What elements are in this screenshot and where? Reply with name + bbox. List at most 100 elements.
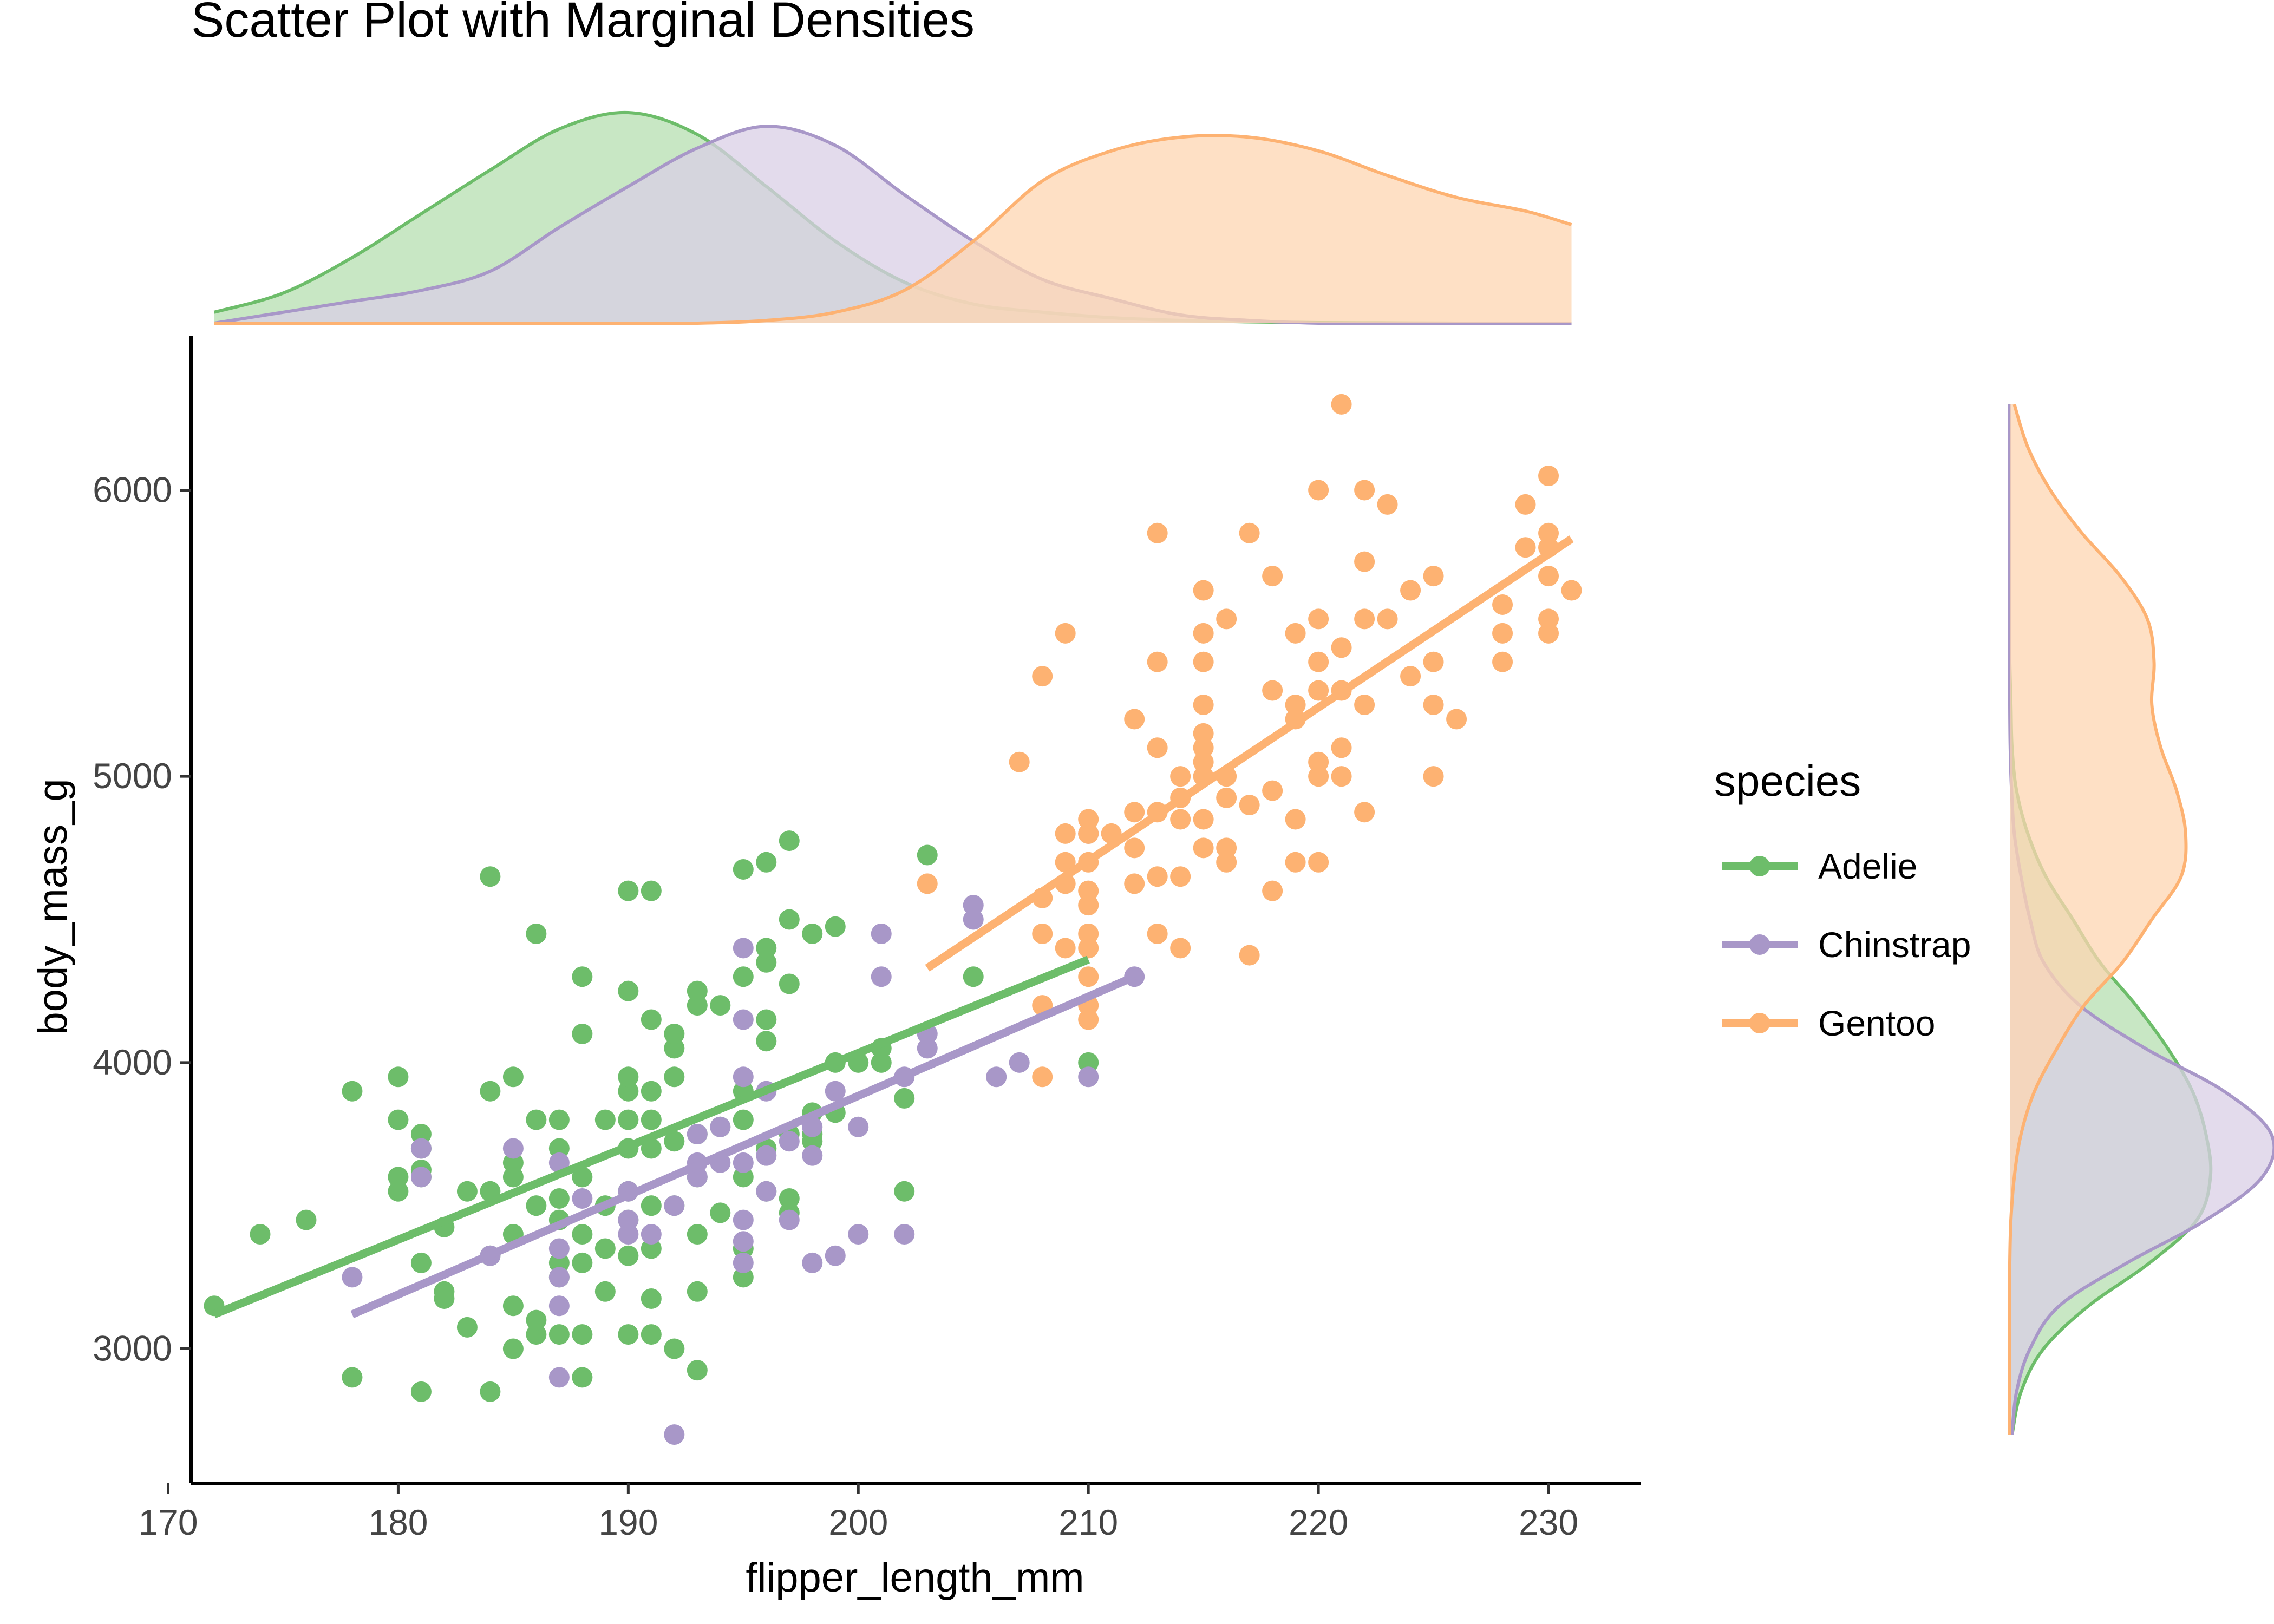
y-axis-ticks: 3000 4000 5000 6000 — [93, 469, 191, 1368]
data-point — [733, 1066, 754, 1088]
data-point — [618, 980, 639, 1001]
data-point — [871, 966, 892, 987]
legend-item-adelie: Adelie — [1722, 846, 1917, 886]
data-point — [1147, 522, 1168, 543]
data-point — [1538, 466, 1559, 487]
data-point — [664, 1038, 685, 1059]
x-tick-label: 200 — [828, 1502, 888, 1542]
data-point — [664, 1066, 685, 1088]
data-point — [802, 1145, 823, 1166]
data-point — [526, 1195, 547, 1216]
data-point — [618, 1081, 639, 1102]
y-tick-label: 5000 — [93, 756, 172, 796]
data-point — [456, 1317, 478, 1338]
data-point — [548, 1188, 570, 1209]
data-point — [687, 1360, 708, 1381]
data-point — [733, 1009, 754, 1030]
data-point — [917, 844, 938, 866]
regression-line-gentoo — [925, 535, 1574, 972]
series-chinstrap-points — [342, 823, 1145, 1445]
legend: species Adelie Chinstrap Gentoo — [1714, 757, 1971, 1043]
data-point — [1009, 751, 1030, 772]
data-point — [548, 1138, 570, 1159]
data-point — [687, 995, 708, 1016]
data-point — [779, 1209, 800, 1230]
data-point — [1193, 737, 1214, 758]
data-point — [848, 1224, 869, 1245]
series-gentoo-points — [917, 394, 1582, 1088]
data-point — [1423, 651, 1444, 672]
data-point — [733, 1152, 754, 1173]
data-point — [1216, 608, 1237, 630]
data-point — [641, 1288, 662, 1309]
data-point — [1124, 802, 1145, 823]
data-point — [1262, 566, 1283, 587]
data-point — [1262, 680, 1283, 701]
data-point — [756, 938, 777, 959]
top-density-fill-gentoo — [214, 135, 1572, 324]
data-point — [779, 973, 800, 994]
data-point — [1032, 666, 1053, 687]
data-point — [594, 1238, 616, 1259]
data-point — [480, 1081, 501, 1102]
data-point — [1216, 787, 1237, 808]
data-point — [388, 1181, 409, 1202]
data-point — [480, 1381, 501, 1402]
top-density-fill-chinstrap — [214, 126, 1572, 324]
data-point — [1216, 852, 1237, 873]
data-point — [1262, 780, 1283, 801]
data-point — [572, 1188, 593, 1209]
data-point — [1239, 945, 1260, 966]
data-point — [502, 1167, 524, 1188]
legend-label: Chinstrap — [1818, 925, 1971, 965]
data-point — [825, 1081, 846, 1102]
data-point — [618, 1324, 639, 1345]
data-point — [733, 1167, 754, 1188]
x-tick-label: 180 — [368, 1502, 428, 1542]
data-point — [526, 1309, 547, 1331]
data-point — [963, 909, 984, 930]
data-point — [526, 923, 547, 944]
data-point — [1354, 608, 1375, 630]
data-point — [502, 1152, 524, 1173]
data-point — [802, 1252, 823, 1273]
data-point — [986, 1066, 1007, 1088]
data-point — [526, 1324, 547, 1345]
data-point — [250, 1224, 271, 1245]
data-point — [1285, 852, 1306, 873]
data-point — [296, 1209, 317, 1230]
data-point — [756, 1181, 777, 1202]
data-point — [1078, 1052, 1099, 1073]
data-point — [641, 880, 662, 901]
data-point — [1515, 494, 1536, 515]
data-point — [1308, 852, 1329, 873]
data-point — [1538, 566, 1559, 587]
legend-items: Adelie Chinstrap Gentoo — [1722, 846, 1971, 1043]
data-point — [1423, 694, 1444, 715]
y-tick-label: 3000 — [93, 1328, 172, 1368]
data-point — [1308, 751, 1329, 772]
data-point — [1538, 623, 1559, 644]
data-point — [1354, 694, 1375, 715]
data-point — [1331, 737, 1352, 758]
data-point — [342, 1267, 363, 1288]
data-point — [641, 1238, 662, 1259]
data-point — [1354, 480, 1375, 501]
data-point — [641, 1224, 662, 1245]
data-point — [1078, 1009, 1099, 1030]
data-point — [1124, 709, 1145, 730]
legend-swatch-point — [1749, 856, 1770, 876]
data-point — [572, 1324, 593, 1345]
data-point — [1492, 594, 1513, 615]
data-point — [710, 995, 731, 1016]
y-axis-label: body_mass_g — [30, 778, 76, 1034]
data-point — [1147, 737, 1168, 758]
data-point — [664, 1023, 685, 1044]
data-point — [1331, 637, 1352, 658]
data-point — [1308, 766, 1329, 787]
right-density-fill-gentoo — [2009, 404, 2186, 1435]
data-point — [1193, 809, 1214, 830]
data-point — [756, 952, 777, 973]
data-point — [410, 1381, 432, 1402]
